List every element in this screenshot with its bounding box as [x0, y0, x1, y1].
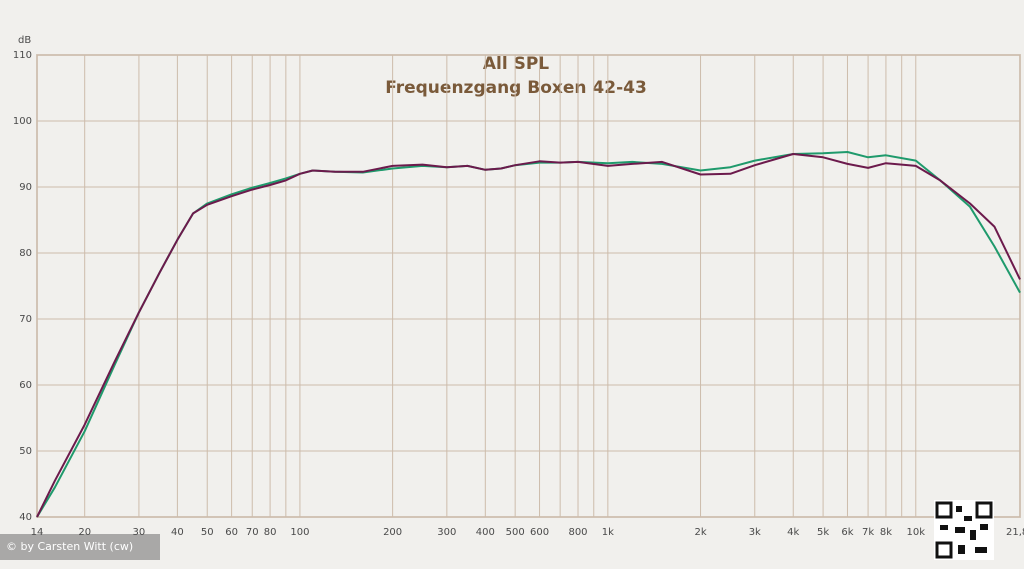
- y-axis-label: dB: [18, 35, 31, 46]
- x-tick-label: 5k: [817, 527, 829, 538]
- x-tick-label: 6k: [841, 527, 853, 538]
- x-tick-label: 60: [225, 527, 238, 538]
- y-tick-label: 90: [19, 182, 32, 193]
- chart-title: All SPL: [483, 54, 549, 74]
- x-tick-label: 40: [171, 527, 184, 538]
- qr-code: [934, 500, 994, 560]
- x-tick-label: 50: [201, 527, 214, 538]
- x-tick-label: 3k: [749, 527, 761, 538]
- y-tick-label: 60: [19, 380, 32, 391]
- x-tick-label: 800: [568, 527, 587, 538]
- y-tick-label: 100: [13, 116, 32, 127]
- x-tick-label: 200: [383, 527, 402, 538]
- y-tick-label: 110: [13, 50, 32, 61]
- copyright-backdrop: [0, 534, 160, 560]
- y-tick-label: 40: [19, 512, 32, 523]
- x-tick-label: 8k: [880, 527, 892, 538]
- x-tick-label: 21,8k: [1006, 527, 1024, 538]
- chart-subtitle: Frequenzgang Boxen 42-43: [385, 78, 647, 98]
- x-tick-label: 400: [476, 527, 495, 538]
- x-tick-label: 1k: [602, 527, 614, 538]
- x-tick-label: 10k: [907, 527, 926, 538]
- x-tick-label: 4k: [787, 527, 799, 538]
- x-tick-label: 300: [437, 527, 456, 538]
- x-tick-label: 14: [31, 527, 44, 538]
- y-tick-label: 80: [19, 248, 32, 259]
- y-tick-label: 70: [19, 314, 32, 325]
- x-tick-label: 80: [264, 527, 277, 538]
- x-tick-label: 500: [506, 527, 525, 538]
- x-tick-label: 100: [290, 527, 309, 538]
- x-tick-label: 600: [530, 527, 549, 538]
- x-tick-label: 7k: [862, 527, 874, 538]
- y-tick-label: 50: [19, 446, 32, 457]
- x-tick-label: 70: [246, 527, 259, 538]
- x-tick-label: 20: [78, 527, 91, 538]
- x-tick-label: 2k: [694, 527, 706, 538]
- series-line: [36, 153, 1021, 518]
- x-tick-label: 30: [133, 527, 146, 538]
- copyright: © by Carsten Witt (cw): [6, 540, 133, 553]
